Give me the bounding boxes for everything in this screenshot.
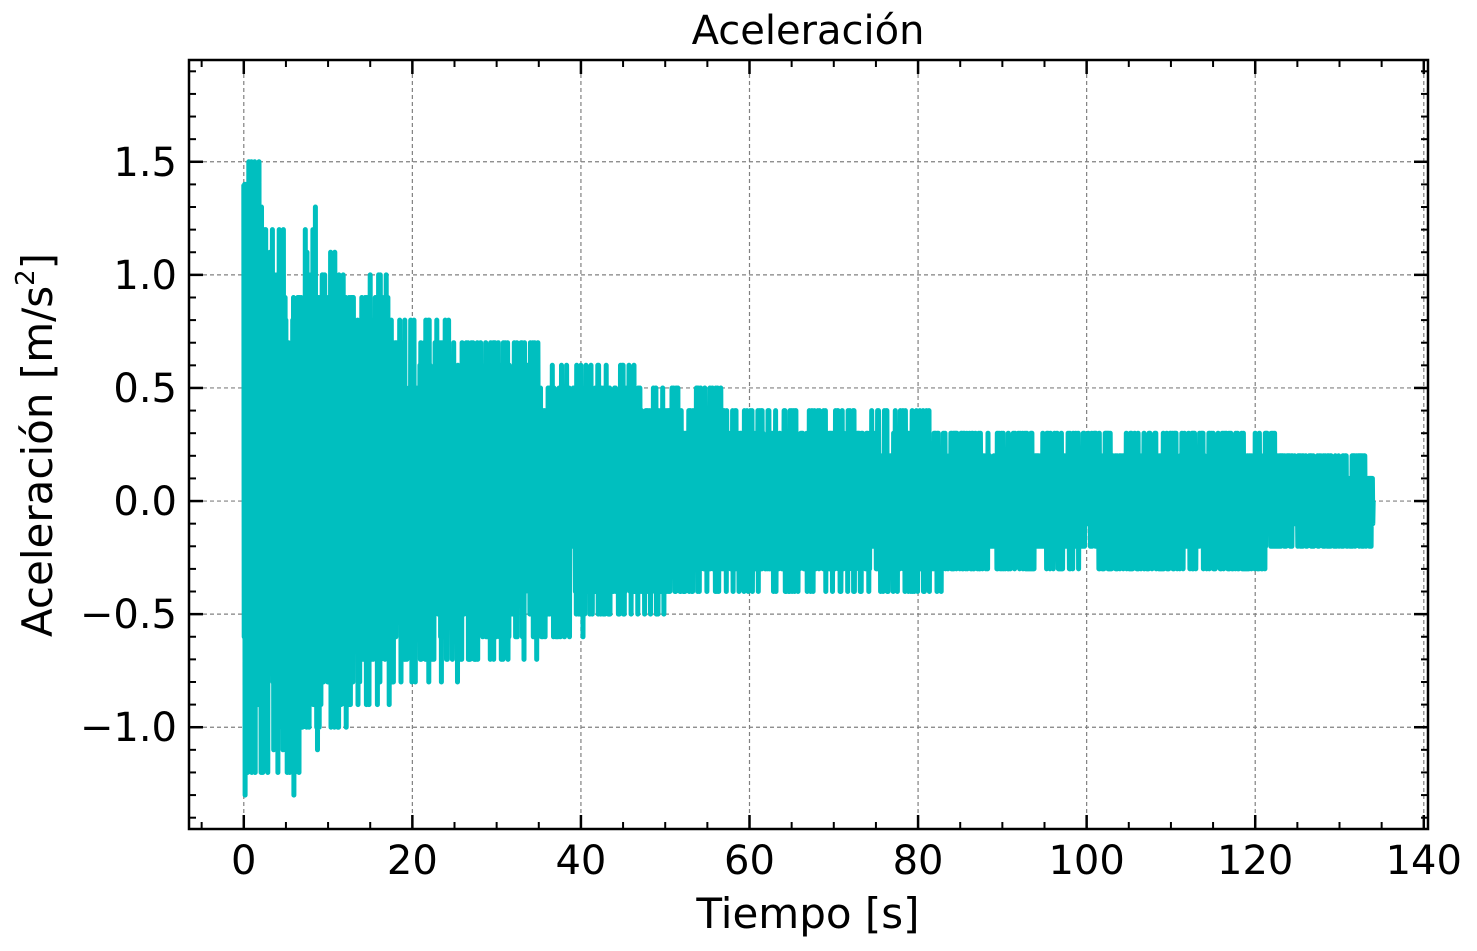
y-tick-label: 0.0 <box>113 479 177 525</box>
x-tick-label: 140 <box>1386 838 1462 884</box>
y-tick-label: 1.0 <box>113 253 177 299</box>
y-tick-label: 0.5 <box>113 366 177 412</box>
y-tick-label: 1.5 <box>113 140 177 186</box>
y-axis-label-main: Aceleración [m/s <box>13 286 62 637</box>
y-axis-label-close: ] <box>13 253 62 269</box>
acceleration-series-line <box>241 159 1376 798</box>
x-tick-label: 120 <box>1217 838 1293 884</box>
x-tick-label: 60 <box>724 838 775 884</box>
x-tick-label: 40 <box>555 838 606 884</box>
x-tick-label: 20 <box>387 838 438 884</box>
x-tick-label: 0 <box>231 838 256 884</box>
chart-title: Aceleración <box>692 8 925 54</box>
y-tick-label: −1.0 <box>80 705 177 751</box>
y-tick-label: −0.5 <box>80 592 177 638</box>
y-axis-label-superscript: 2 <box>11 269 41 286</box>
x-tick-label: 80 <box>893 838 944 884</box>
tick-labels: 0 20 40 60 80 100 120 140 −1.0 −0.5 0.0 0.5 1.0 1.5 <box>80 140 1462 884</box>
x-axis-label: Tiempo [s] <box>695 889 919 938</box>
y-axis-label: Aceleración [m/s2] <box>11 253 62 637</box>
series-layer <box>241 159 1376 798</box>
x-tick-label: 100 <box>1048 838 1124 884</box>
plot-frame <box>187 58 1430 831</box>
